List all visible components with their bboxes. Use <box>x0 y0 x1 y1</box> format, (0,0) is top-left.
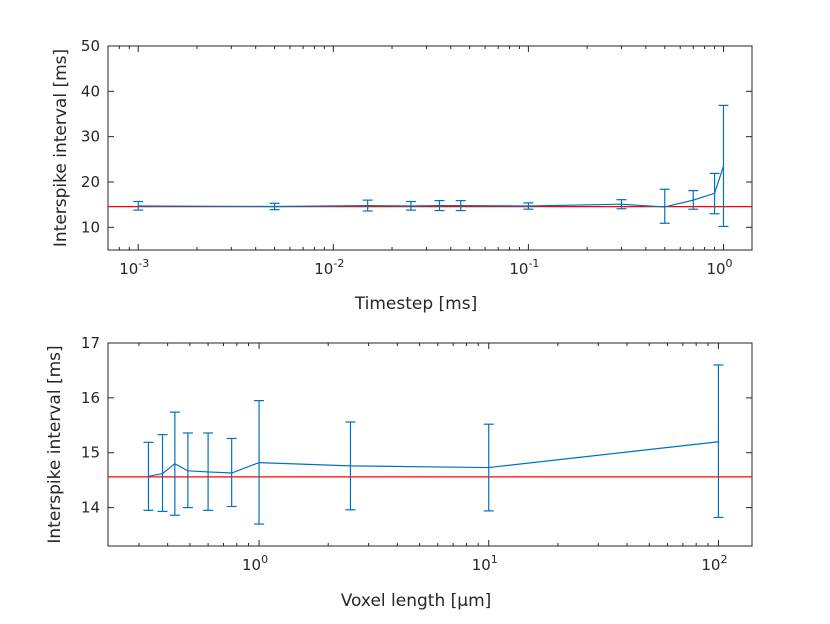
error-bar <box>405 200 416 211</box>
x-tick-label: 101 <box>472 553 498 574</box>
error-bar <box>434 199 445 212</box>
y-tick-label: 40 <box>81 82 100 100</box>
y-axis-label: Interspike interval [ms] <box>45 345 65 543</box>
error-bar <box>133 200 144 211</box>
error-bar <box>455 199 466 212</box>
error-bar <box>169 411 180 516</box>
y-tick-label: 15 <box>81 444 100 462</box>
y-tick-label: 10 <box>81 218 100 236</box>
error-bar <box>713 364 724 519</box>
y-tick-label: 20 <box>81 173 100 191</box>
x-tick-label: 100 <box>242 553 268 574</box>
series-line <box>148 441 719 477</box>
error-bar <box>616 199 627 210</box>
chart-1: 10 20 30 40 50 10-3 10-2 10-1 100 Timestep [ms] In… <box>51 37 753 314</box>
y-tick-label: 30 <box>81 128 100 146</box>
chart-2: 14 15 16 17 100 101 102 Voxel length [μm] Inters… <box>45 334 753 611</box>
error-bar <box>523 202 534 210</box>
y-tick-label: 50 <box>81 37 100 55</box>
y-axis-label: Interspike interval [ms] <box>51 49 71 247</box>
error-bar <box>688 190 699 210</box>
axes-box <box>107 342 753 547</box>
x-tick-label: 10-2 <box>314 257 344 278</box>
y-tick-label: 16 <box>81 389 100 407</box>
error-bar <box>269 202 280 211</box>
error-bar <box>709 172 720 215</box>
x-axis-label: Voxel length [μm] <box>341 591 492 611</box>
x-tick-label: 10-3 <box>119 257 149 278</box>
error-bar <box>226 437 237 508</box>
axes-box <box>107 45 753 251</box>
x-tick-label: 10-1 <box>509 257 539 278</box>
series-line <box>138 165 725 208</box>
x-tick-label: 102 <box>701 553 727 574</box>
error-bar <box>157 434 168 513</box>
y-tick-label: 14 <box>81 499 100 517</box>
error-bar <box>182 432 193 509</box>
error-bar <box>143 441 154 511</box>
error-bar <box>254 400 265 525</box>
y-tick-label: 17 <box>81 334 100 352</box>
error-bar <box>203 432 214 511</box>
error-bar <box>483 423 494 512</box>
x-axis-label: Timestep [ms] <box>354 294 477 314</box>
error-bar <box>659 188 670 224</box>
x-tick-label: 100 <box>706 257 732 278</box>
error-bar <box>362 199 373 212</box>
error-bar <box>345 421 356 511</box>
error-bar <box>718 104 729 228</box>
